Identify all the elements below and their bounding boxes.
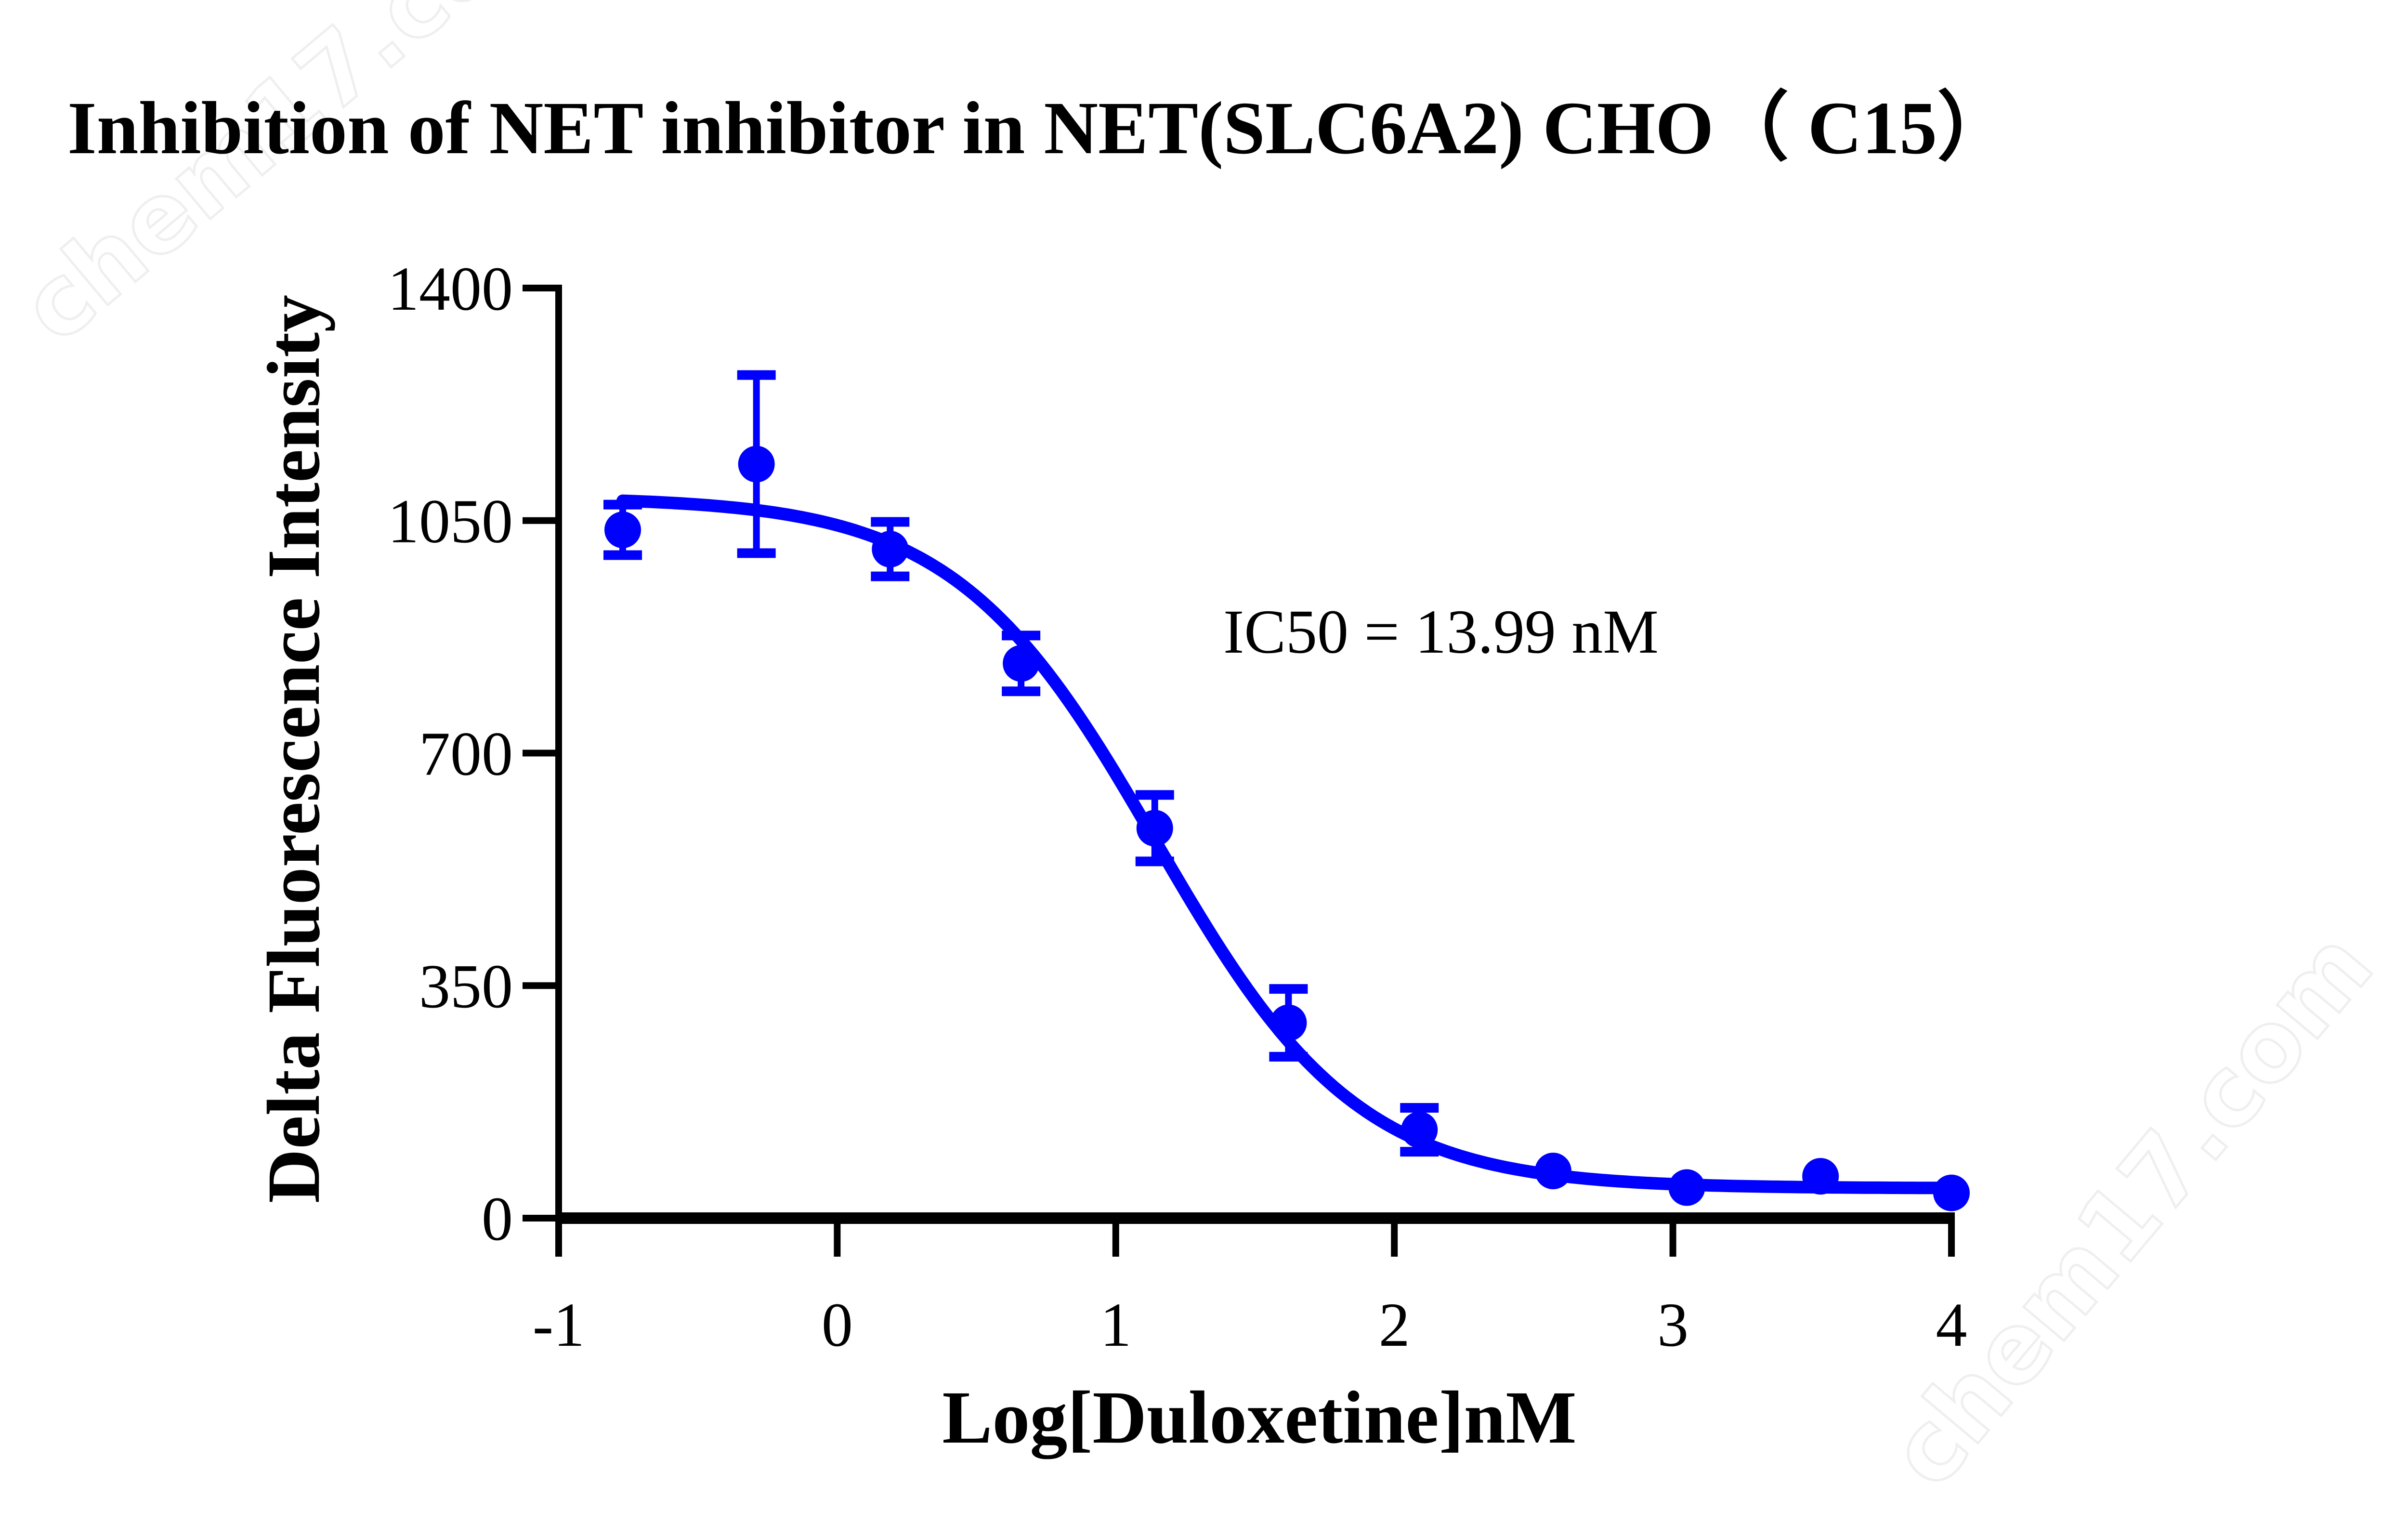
data-point	[1802, 1158, 1839, 1195]
data-point	[737, 370, 776, 558]
x-tick-label: 3	[1657, 1290, 1688, 1360]
data-point	[1400, 1103, 1439, 1157]
x-tick-label: 2	[1379, 1290, 1410, 1360]
y-tick-label: 1050	[388, 487, 513, 556]
marker	[1270, 1004, 1307, 1041]
ic50-annotation: IC50 = 13.99 nM	[1223, 597, 1659, 667]
data-point	[1002, 631, 1041, 696]
chart-title: Inhibition of NET inhibitor in NET(SLC6A…	[67, 86, 2012, 170]
marker	[1003, 645, 1040, 682]
x-tick-label: 4	[1936, 1290, 1967, 1360]
marker	[1401, 1111, 1438, 1148]
data-point	[1668, 1169, 1705, 1206]
x-tick-label: 0	[822, 1290, 853, 1360]
marker	[604, 512, 641, 549]
data-point	[1534, 1153, 1571, 1190]
data-point	[871, 517, 910, 581]
marker	[738, 446, 775, 483]
data-point	[1269, 984, 1308, 1062]
y-tick-label: 0	[482, 1184, 513, 1254]
x-axis-title: Log[Duloxetine]nM	[942, 1376, 1576, 1459]
marker	[1534, 1153, 1571, 1190]
marker	[1668, 1169, 1705, 1206]
data-points	[603, 370, 1970, 1211]
y-tick-label: 1400	[388, 254, 513, 324]
data-point	[603, 499, 642, 560]
y-tick-label: 700	[419, 720, 513, 789]
y-axis-title: Delta Fluorescence Intensity	[252, 295, 335, 1203]
marker	[1802, 1158, 1839, 1195]
marker	[1136, 810, 1173, 847]
data-point	[1933, 1174, 1970, 1211]
marker	[872, 531, 909, 568]
data-point	[1135, 790, 1174, 867]
x-tick-label: -1	[533, 1290, 585, 1360]
axes	[555, 285, 1955, 1257]
y-tick-label: 350	[419, 952, 513, 1021]
x-tick-label: 1	[1100, 1290, 1131, 1360]
marker	[1933, 1174, 1970, 1211]
axis-ticks: 0 350 700 1050 1400 -1 0 1 2 3 4	[388, 254, 1967, 1360]
